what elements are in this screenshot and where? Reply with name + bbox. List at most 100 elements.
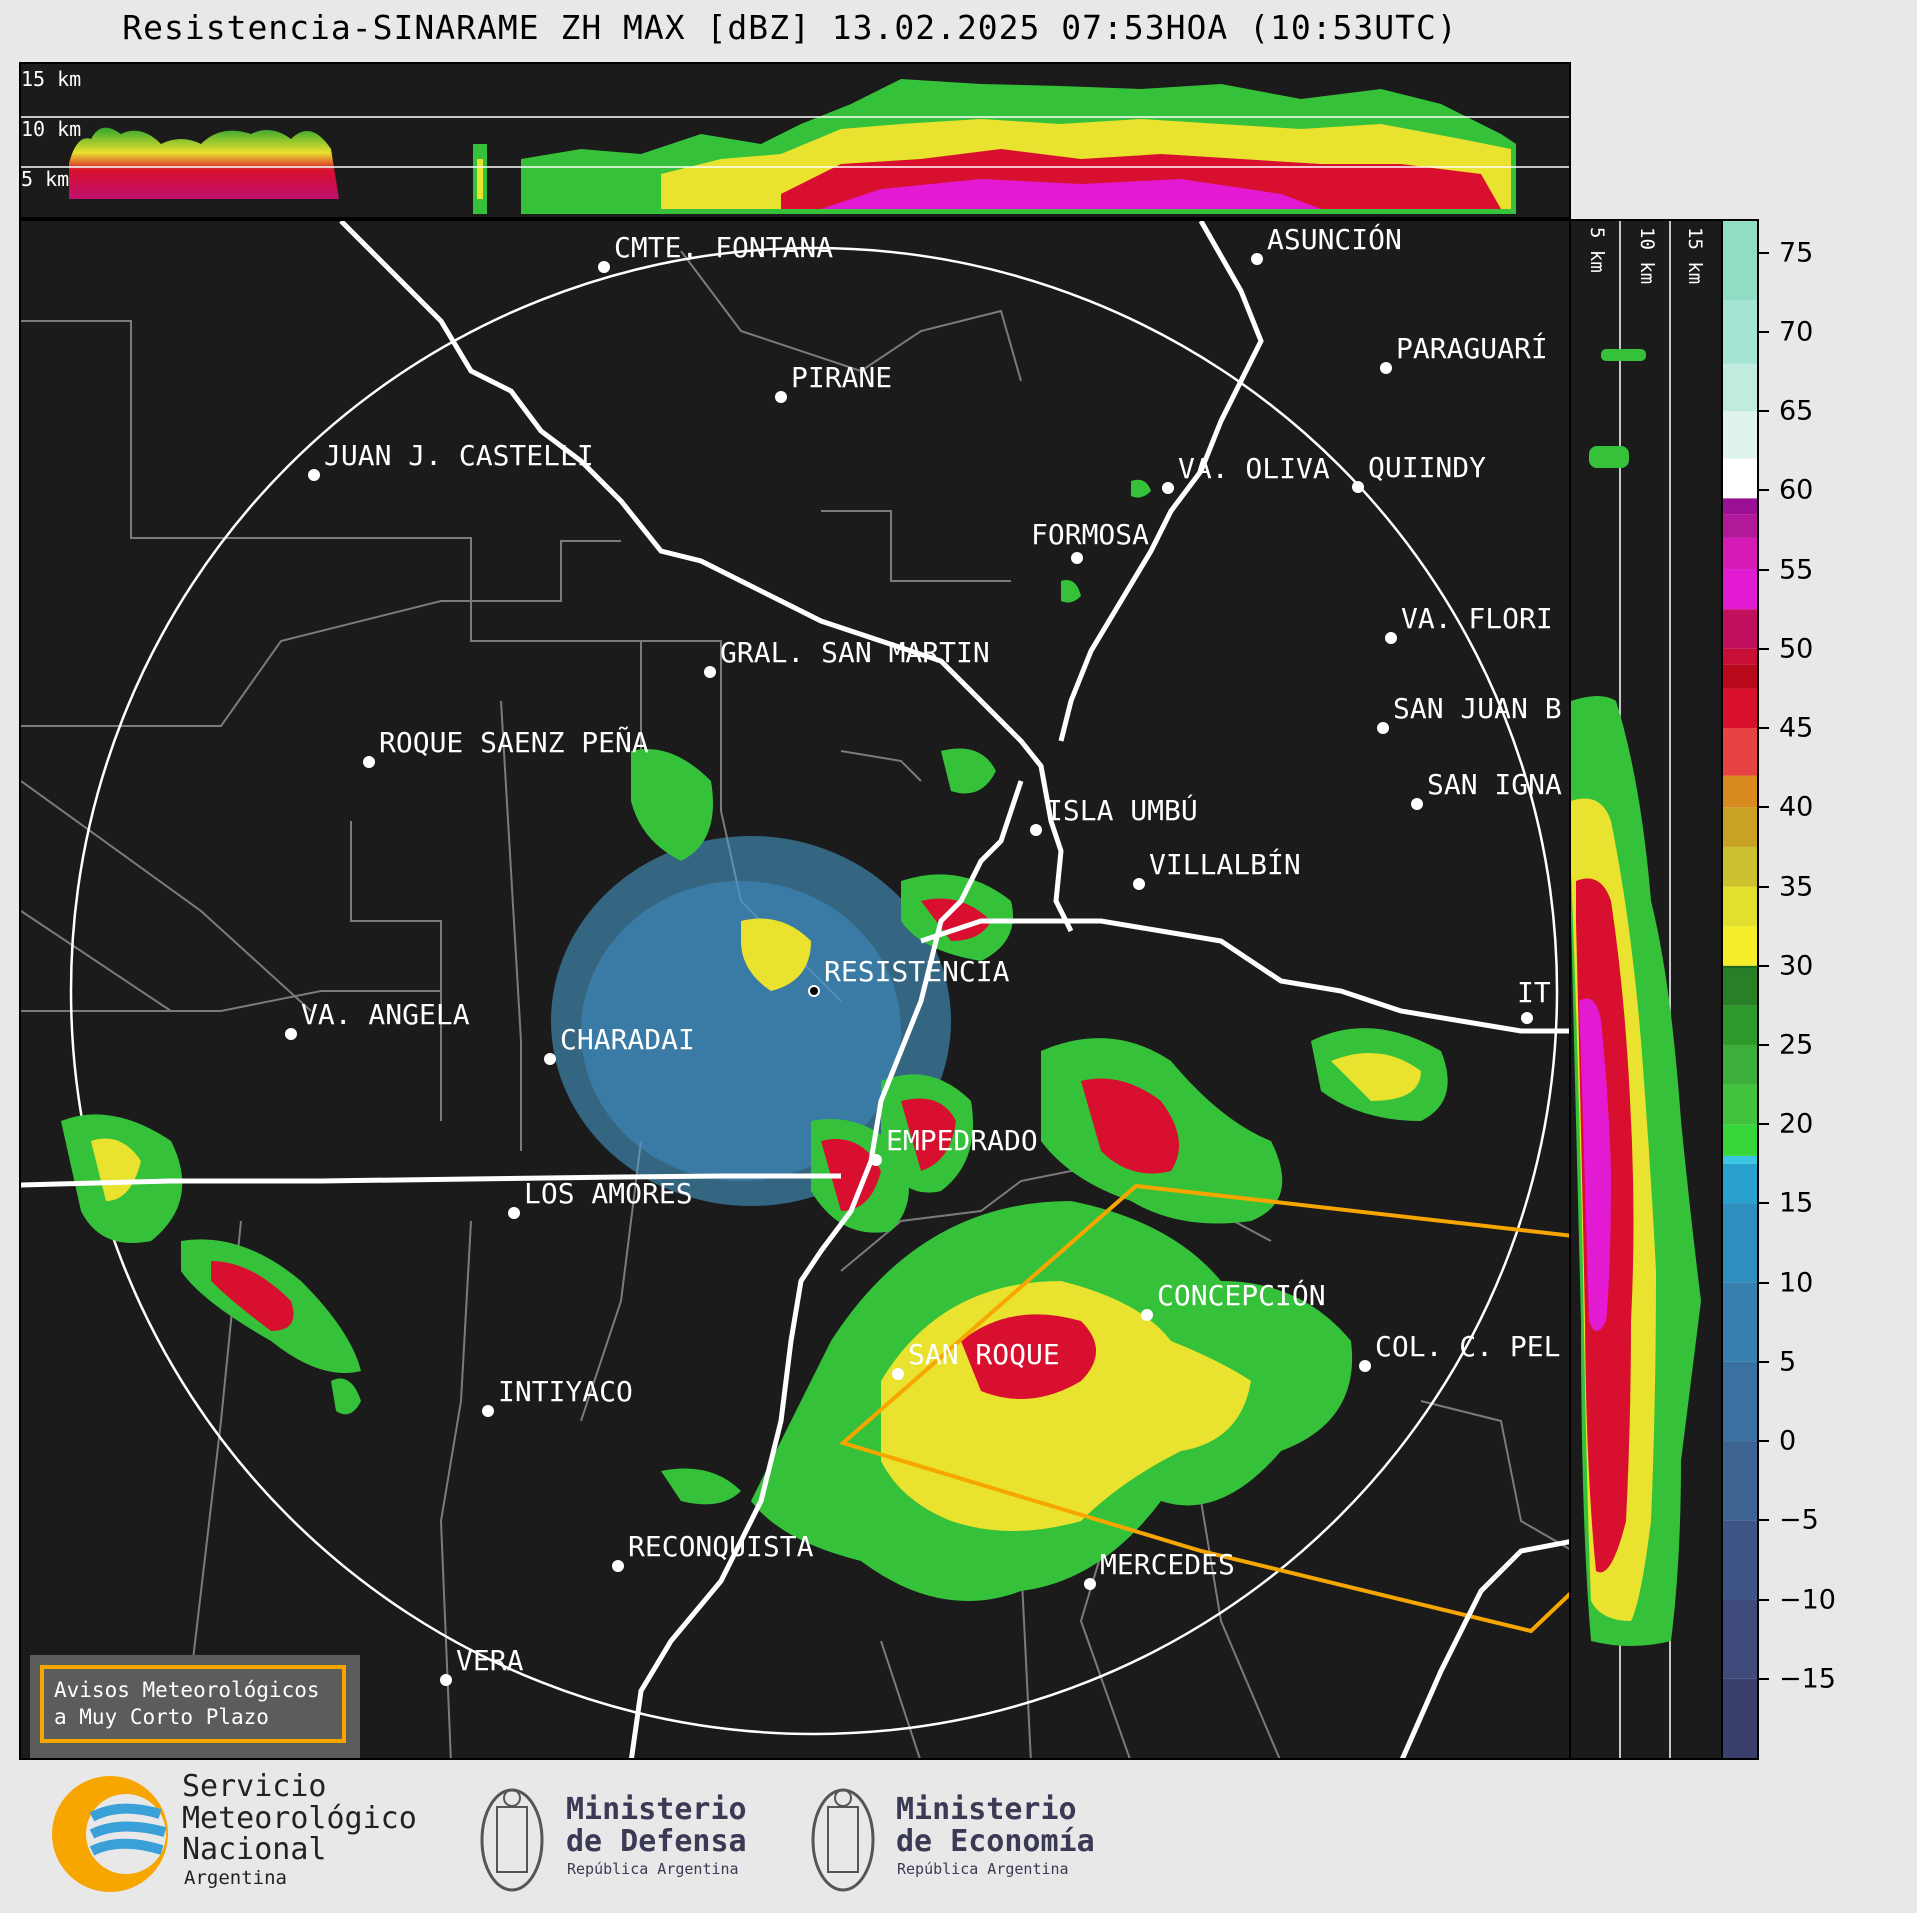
city-label: RECONQUISTA (628, 1530, 814, 1563)
colorbar-segment (1723, 1163, 1757, 1204)
city-label: QUIINDY (1368, 451, 1486, 484)
colorbar-segment (1723, 1599, 1757, 1679)
colorbar-segment (1723, 514, 1757, 538)
footer-logos: Servicio Meteorológico Nacional Argentin… (0, 1762, 1917, 1909)
city-marker (1133, 878, 1145, 890)
rivers (21, 221, 1569, 1758)
colorbar-tick (1759, 251, 1769, 254)
warning-box-frame: Avisos Meteorológicos a Muy Corto Plazo (40, 1665, 346, 1743)
defensa-line-3: República Argentina (567, 1860, 739, 1878)
radar-map: CMTE. FONTANA ASUNCIÓN PARAGUARÍ PIRANE JUAN… (19, 219, 1571, 1760)
colorbar-segment (1723, 300, 1757, 364)
colorbar-tick (1759, 1519, 1769, 1522)
colorbar-tick (1759, 410, 1769, 413)
city-label: VA. OLIVA (1178, 452, 1330, 485)
colorbar-segment (1723, 965, 1757, 969)
right-label-10km: 10 km (1636, 227, 1658, 284)
city-label: VA. ANGELA (301, 998, 470, 1031)
city-marker (1084, 1578, 1096, 1590)
clear-air-echo (551, 836, 951, 1206)
defensa-logo: Ministerio de Defensa República Argentin… (480, 1788, 747, 1892)
city-label: RESISTENCIA (824, 955, 1010, 988)
colorbar-label: 5 (1779, 1346, 1797, 1378)
colorbar-segment (1723, 1044, 1757, 1085)
colorbar-segment (1723, 688, 1757, 729)
colorbar-tick (1759, 806, 1769, 809)
city-label: CHARADAI (560, 1023, 695, 1056)
colorbar-segment (1723, 1282, 1757, 1362)
colorbar-label: 25 (1779, 1029, 1814, 1061)
city-marker (775, 391, 787, 403)
city-marker (1071, 552, 1083, 564)
city-marker (308, 469, 320, 481)
city-marker (704, 666, 716, 678)
smn-logo: Servicio Meteorológico Nacional Argentin… (52, 1769, 417, 1892)
colorbar-tick (1759, 489, 1769, 492)
defensa-line-1: Ministerio (566, 1792, 747, 1827)
city-marker (1030, 824, 1042, 836)
colorbar-tick (1759, 1598, 1769, 1601)
top-label-10km: 10 km (21, 117, 81, 141)
footer-logos-graphics: Servicio Meteorológico Nacional Argentin… (52, 1769, 1095, 1892)
colorbar (1721, 219, 1759, 1760)
colorbar-tick (1759, 647, 1769, 650)
colorbar-segment (1723, 458, 1757, 499)
colorbar-scale (1723, 221, 1757, 1758)
economia-line-2: de Economía (896, 1824, 1095, 1859)
colorbar-tick (1759, 1281, 1769, 1284)
colorbar-label: 55 (1779, 554, 1814, 586)
colorbar-label: 70 (1779, 316, 1814, 348)
city-label: VA. FLORI (1401, 602, 1553, 635)
colorbar-label: 15 (1779, 1187, 1814, 1219)
colorbar-label: 75 (1779, 237, 1814, 269)
colorbar-segment (1723, 569, 1757, 610)
city-marker (1162, 482, 1174, 494)
colorbar-segment (1723, 1520, 1757, 1600)
colorbar-segment (1723, 609, 1757, 649)
colorbar-label: 10 (1779, 1267, 1814, 1299)
colorbar-tick (1759, 727, 1769, 730)
city-label: MERCEDES (1100, 1548, 1235, 1581)
colorbar-label: −5 (1779, 1504, 1819, 1536)
colorbar-label: 65 (1779, 395, 1814, 427)
colorbar-tick (1759, 964, 1769, 967)
city-marker (1359, 1360, 1371, 1372)
city-label: VERA (456, 1644, 524, 1677)
city-label: VILLALBÍN (1149, 847, 1301, 881)
city-marker (285, 1028, 297, 1040)
colorbar-tick (1759, 1440, 1769, 1443)
radar-map-plot: CMTE. FONTANA ASUNCIÓN PARAGUARÍ PIRANE JUAN… (21, 221, 1569, 1758)
colorbar-segment (1723, 728, 1757, 776)
city-marker (1385, 632, 1397, 644)
city-marker (612, 1560, 624, 1572)
top-label-15km: 15 km (21, 67, 81, 91)
colorbar-ticks: 75 70 65 60 55 50 45 40 35 30 25 20 15 10 5 0 −5 −10 −15 (1759, 219, 1869, 1760)
range-ring (69, 246, 1559, 1736)
city-label: COL. C. PEL (1375, 1330, 1560, 1363)
city-label: SAN JUAN B (1393, 692, 1562, 725)
colorbar-label: 40 (1779, 791, 1814, 823)
city-label: EMPEDRADO (886, 1124, 1038, 1157)
colorbar-segment (1723, 363, 1757, 412)
colorbar-tick (1759, 1202, 1769, 1205)
colorbar-segment (1723, 1155, 1757, 1164)
city-marker (1141, 1309, 1153, 1321)
colorbar-tick (1759, 1677, 1769, 1680)
economia-line-1: Ministerio (896, 1792, 1077, 1827)
right-cross-section: 5 km 10 km 15 km (1569, 219, 1723, 1760)
colorbar-segment (1723, 1124, 1757, 1156)
right-label-15km: 15 km (1684, 227, 1706, 284)
right-label-5km: 5 km (1586, 227, 1608, 273)
colorbar-tick (1759, 1123, 1769, 1126)
colorbar-label: 0 (1779, 1425, 1797, 1457)
colorbar-label: 45 (1779, 712, 1814, 744)
city-label: PARAGUARÍ (1396, 331, 1548, 365)
economia-line-3: República Argentina (897, 1860, 1069, 1878)
colorbar-label: 20 (1779, 1108, 1814, 1140)
city-label: LOS AMORES (524, 1177, 693, 1210)
colorbar-segment (1723, 1203, 1757, 1283)
colorbar-segment (1723, 1005, 1757, 1045)
city-marker (440, 1674, 452, 1686)
right-cross-section-plot: 5 km 10 km 15 km (1571, 221, 1706, 1758)
colorbar-tick (1759, 1043, 1769, 1046)
